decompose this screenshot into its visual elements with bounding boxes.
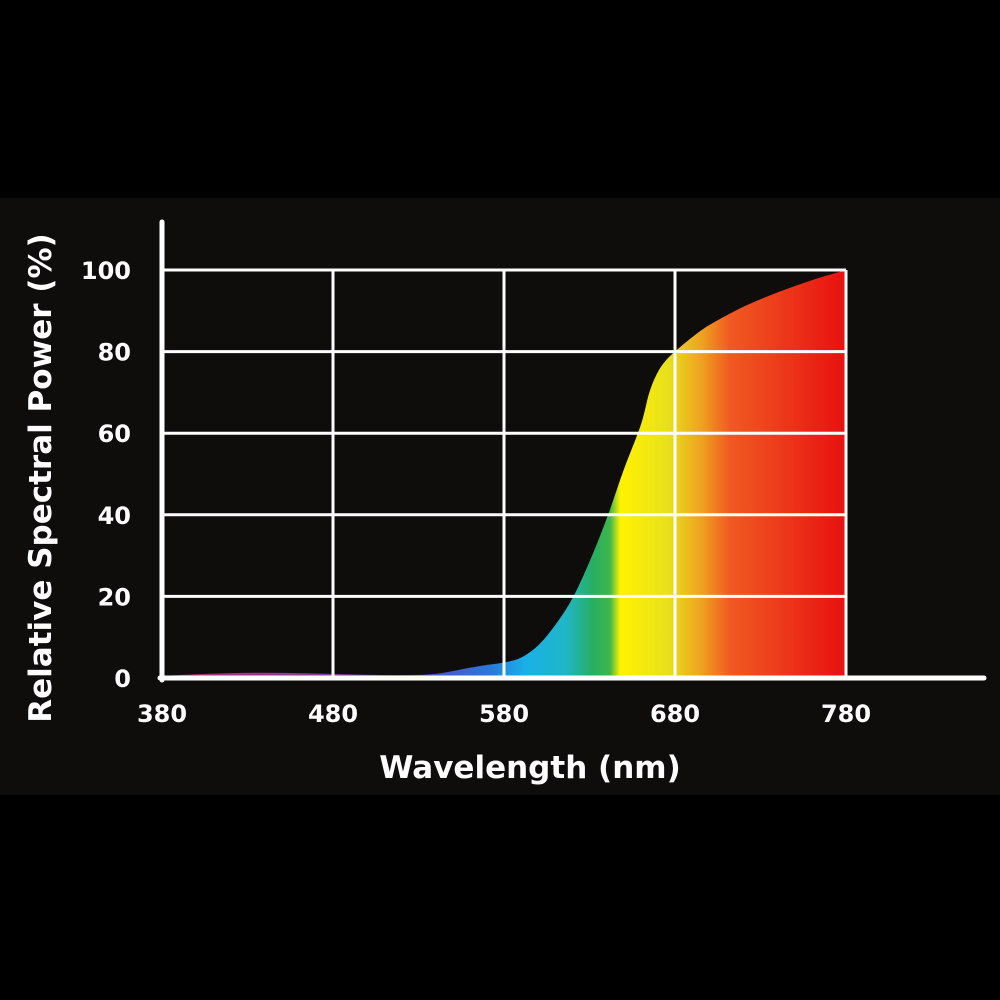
y-tick-label-40: 40 <box>98 502 131 530</box>
x-tick-label-580: 580 <box>479 700 529 728</box>
x-tick-label-480: 480 <box>308 700 358 728</box>
y-tick-label-60: 60 <box>98 420 131 448</box>
axes <box>157 219 987 683</box>
y-axis-title: Relative Spectral Power (%) <box>23 233 59 722</box>
y-tick-label-0: 0 <box>114 665 131 693</box>
y-tick-label-80: 80 <box>98 339 131 367</box>
x-tick-label-380: 380 <box>137 700 187 728</box>
y-tick-label-20: 20 <box>98 583 131 611</box>
y-tick-label-100: 100 <box>81 257 131 285</box>
x-tick-label-780: 780 <box>821 700 871 728</box>
x-axis-title: Wavelength (nm) <box>379 750 681 786</box>
grid-lines <box>162 268 848 678</box>
x-tick-label-680: 680 <box>650 700 700 728</box>
tick-labels: 380 480 580 680 780 0 20 40 60 80 100 <box>81 257 871 728</box>
